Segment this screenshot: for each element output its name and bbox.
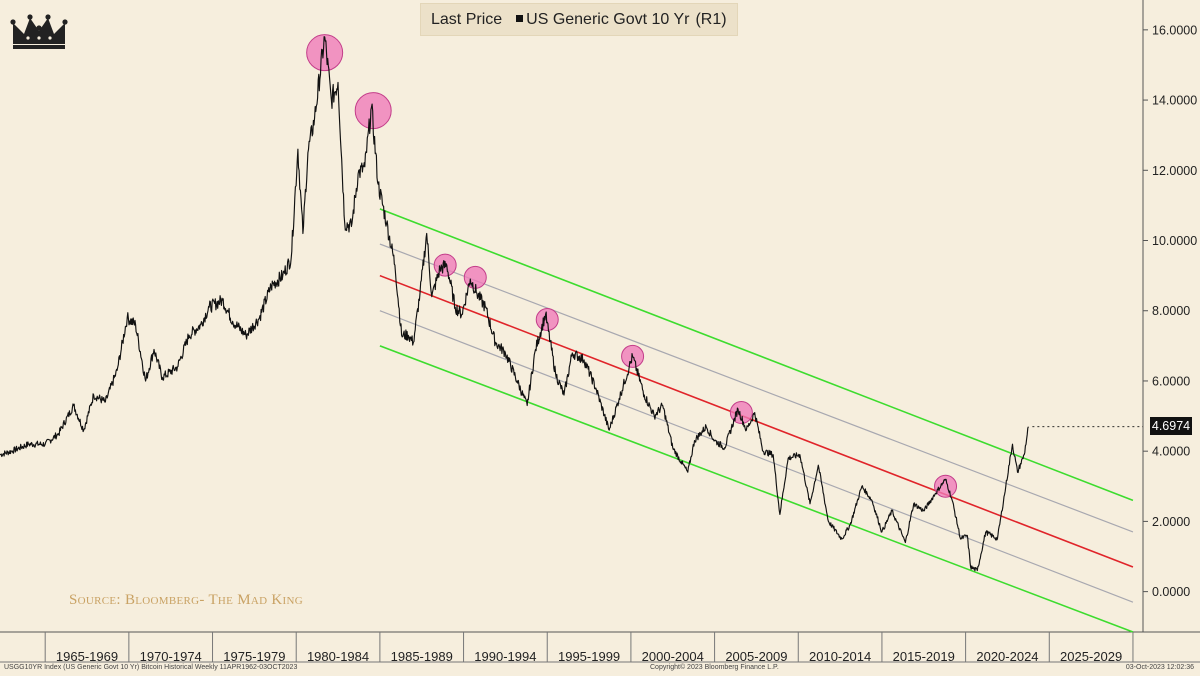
y-tick-label: 0.0000	[1152, 585, 1190, 599]
x-period-label: 1985-1989	[391, 649, 453, 664]
chart-legend: Last Price US Generic Govt 10 Yr (R1)	[420, 3, 738, 36]
x-period-label: 2025-2029	[1060, 649, 1122, 664]
x-period-label: 1995-1999	[558, 649, 620, 664]
series-line	[0, 36, 1029, 572]
legend-field-label: Last Price	[431, 10, 503, 28]
y-tick-label: 8.0000	[1152, 304, 1190, 318]
y-tick-label: 6.0000	[1152, 374, 1190, 388]
y-tick-label: 16.0000	[1152, 23, 1197, 37]
x-period-label: 2020-2024	[976, 649, 1038, 664]
x-period-label: 2000-2004	[642, 649, 704, 664]
channel-line-upper-boundary	[379, 208, 1134, 502]
x-period-label: 1980-1984	[307, 649, 369, 664]
channel-line-upper-mid	[379, 243, 1134, 533]
x-period-label: 2010-2014	[809, 649, 871, 664]
legend-swatch	[516, 15, 524, 22]
crown-logo	[10, 14, 68, 49]
x-period-label: 2005-2009	[725, 649, 787, 664]
x-period-label: 1990-1994	[474, 649, 536, 664]
footer-timestamp: 03-Oct-2023 12:02:36	[1125, 664, 1194, 671]
axes-layer: 0.0000 2.0000 4.0000 6.0000 8.0000 10.0000 12.…	[44, 23, 1197, 664]
source-note: Source: Bloomberg- The Mad King	[69, 592, 303, 608]
y-tick-label: 14.0000	[1152, 94, 1197, 108]
footer-copyright: Copyright© 2023 Bloomberg Finance L.P.	[650, 664, 779, 671]
highlight-circle	[535, 308, 559, 332]
y-tick-label: 2.0000	[1152, 515, 1190, 529]
highlight-circle	[934, 474, 958, 498]
legend-series-label: US Generic Govt 10 Yr	[526, 10, 690, 28]
footer-index-info: USGG10YR Index (US Generic Govt 10 Yr) B…	[4, 664, 298, 671]
legend-axis-tag: (R1)	[695, 10, 727, 28]
x-period-label: 1970-1974	[140, 649, 202, 664]
highlight-circle	[306, 34, 344, 72]
x-period-label: 1975-1979	[223, 649, 285, 664]
y-tick-label: 12.0000	[1152, 164, 1197, 178]
y-axis-panel	[1143, 0, 1200, 662]
series-layer	[0, 36, 1143, 572]
channel-line-lower-boundary	[379, 345, 1134, 633]
last-price-tag: 4.6974	[1150, 417, 1192, 435]
y-tick-label: 4.0000	[1152, 445, 1190, 459]
y-tick-label: 10.0000	[1152, 234, 1197, 248]
channel-line-lower-mid	[379, 310, 1134, 603]
x-period-label: 2015-2019	[893, 649, 955, 664]
plot-area	[0, 0, 1143, 632]
x-period-label: 1965-1969	[56, 649, 118, 664]
highlight-circle	[729, 401, 753, 425]
